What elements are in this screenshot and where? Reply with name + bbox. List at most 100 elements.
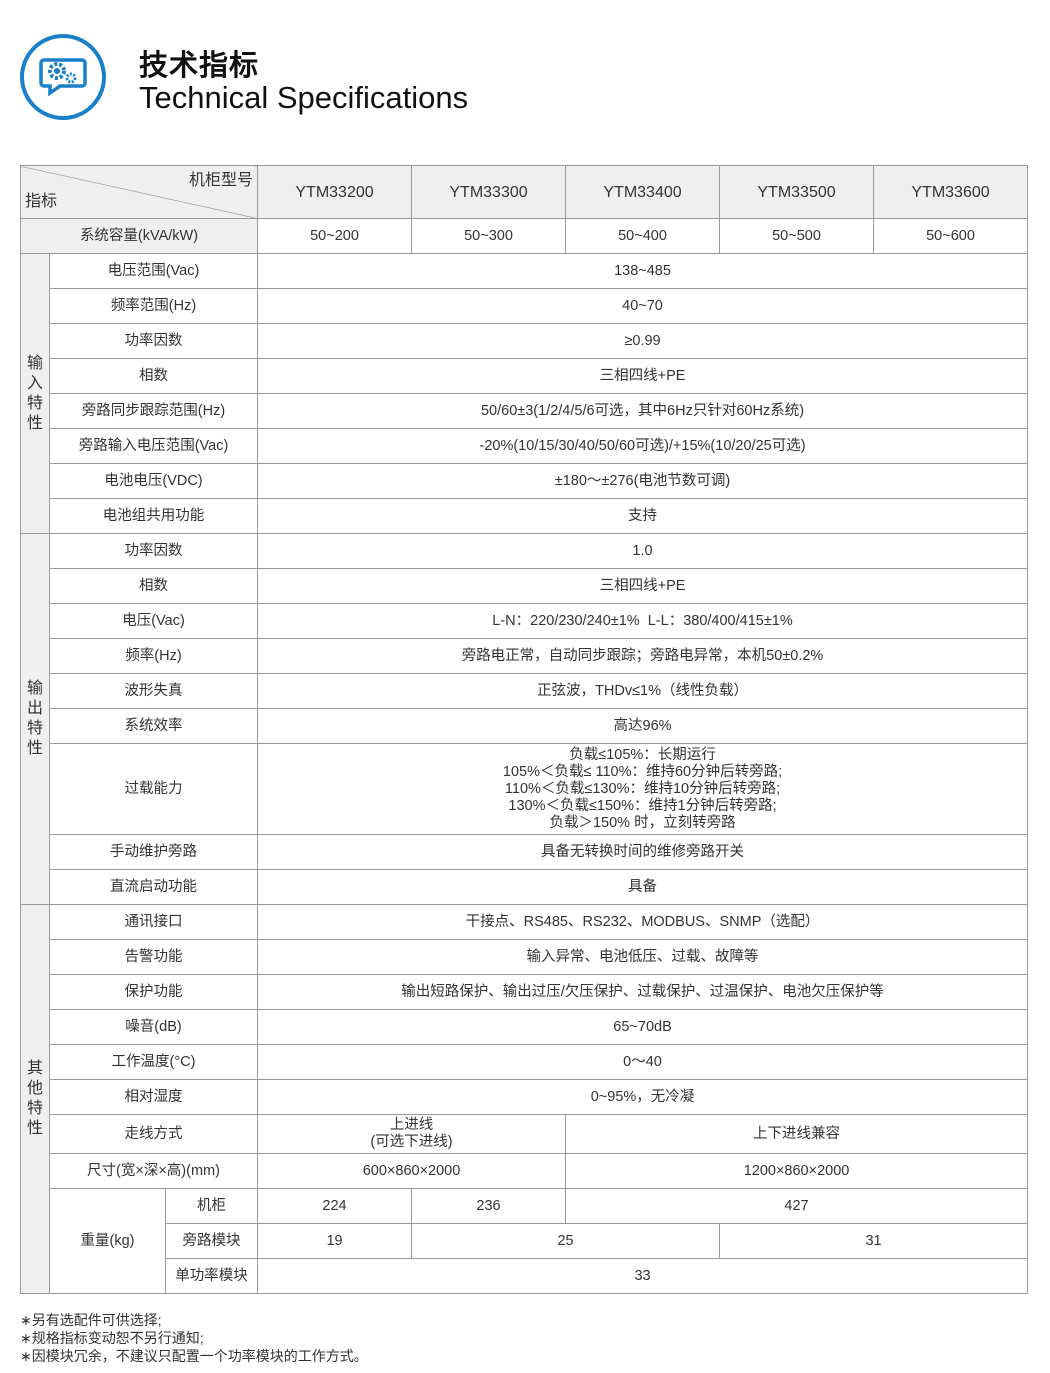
row-label: 通讯接口 <box>48 904 259 940</box>
table-row: 旁路模块 19 25 31 <box>21 1223 1029 1259</box>
gears-chat-icon <box>20 34 106 120</box>
overload-line: 130%＜负载≤150%：维持1分钟后转旁路; <box>508 797 777 814</box>
table-row: 直流启动功能 具备 <box>21 869 1029 905</box>
page-title-cn: 技术指标 <box>139 50 260 82</box>
cell-value: 40~70 <box>257 288 1029 324</box>
row-label: 功率因数 <box>48 533 259 569</box>
row-label: 保护功能 <box>48 974 259 1010</box>
table-row: 频率(Hz) 旁路电正常，自动同步跟踪；旁路电异常，本机50±0.2% <box>21 638 1029 674</box>
row-label: 频率范围(Hz) <box>48 288 259 324</box>
cell-value: 具备无转换时间的维修旁路开关 <box>257 834 1029 870</box>
table-row: 旁路输入电压范围(Vac) -20%(10/15/30/40/50/60可选)/+… <box>21 428 1029 464</box>
row-label: 相数 <box>48 358 259 394</box>
cell-value: 50~600 <box>873 218 1029 254</box>
cell-value: ±180～±276(电池节数可调) <box>257 463 1029 499</box>
row-label: 重量(kg) <box>49 1188 166 1294</box>
row-label: 功率因数 <box>48 323 259 359</box>
cell-value: 1200×860×2000 <box>565 1153 1029 1189</box>
overload-line: 105%＜负载≤ 110%：维持60分钟后转旁路; <box>502 763 783 780</box>
table-row: 工作温度(°C) 0～40 <box>21 1044 1029 1080</box>
cell-value: 1.0 <box>257 533 1029 569</box>
group-label-output: 输出特性 <box>20 533 50 905</box>
table-row: 电池组共用功能 支持 <box>21 498 1029 534</box>
cell-value: 50~500 <box>719 218 875 254</box>
table-row: 频率范围(Hz) 40~70 <box>21 288 1029 324</box>
cell-value: 输入异常、电池低压、过载、故障等 <box>257 939 1029 975</box>
footnote: ∗规格指标变动恕不另行通知; <box>20 1330 204 1346</box>
table-row: 走线方式 上进线 (可选下进线) 上下进线兼容 <box>21 1114 1029 1154</box>
table-row: 相对湿度 0~95%，无冷凝 <box>21 1079 1029 1115</box>
sub-label: 机柜 <box>164 1188 259 1224</box>
header-row: 机柜型号 指标 YTM33200 YTM33300 YTM33400 YTM33… <box>19 165 1029 219</box>
table-row: 保护功能 输出短路保护、输出过压/欠压保护、过载保护、过温保护、电池欠压保护等 <box>21 974 1029 1010</box>
row-label: 相数 <box>48 568 259 604</box>
row-label: 旁路输入电压范围(Vac) <box>48 428 259 464</box>
cell-value: 600×860×2000 <box>257 1153 567 1189</box>
model-header: YTM33300 <box>411 165 567 219</box>
cell-value: 138~485 <box>257 253 1029 289</box>
cell-value: 正弦波，THDv≤1%（线性负载） <box>257 673 1029 709</box>
row-label: 手动维护旁路 <box>48 834 259 870</box>
cell-value: 三相四线+PE <box>257 358 1029 394</box>
cell-value: 旁路电正常，自动同步跟踪；旁路电异常，本机50±0.2% <box>257 638 1029 674</box>
row-label: 过载能力 <box>48 743 259 835</box>
cell-value: 干接点、RS485、RS232、MODBUS、SNMP（选配） <box>257 904 1029 940</box>
spec-table: 机柜型号 指标 YTM33200 YTM33300 YTM33400 YTM33… <box>19 165 1029 1294</box>
cell-value: 33 <box>257 1258 1029 1294</box>
row-label: 电池组共用功能 <box>48 498 259 534</box>
table-row: 相数 三相四线+PE <box>21 358 1029 394</box>
table-row: 系统效率 高达96% <box>21 708 1029 744</box>
row-label: 电池电压(VDC) <box>48 463 259 499</box>
cell-value: ≥0.99 <box>257 323 1029 359</box>
row-label: 系统容量(kVA/kW) <box>19 218 259 254</box>
footnote: ∗因模块冗余，不建议只配置一个功率模块的工作方式。 <box>20 1348 368 1364</box>
table-row: 功率因数 ≥0.99 <box>21 323 1029 359</box>
row-label: 频率(Hz) <box>48 638 259 674</box>
cell-value: 上下进线兼容 <box>565 1114 1029 1154</box>
wiring-line: (可选下进线) <box>370 1134 453 1150</box>
cell-value: 50~200 <box>257 218 413 254</box>
row-label: 告警功能 <box>48 939 259 975</box>
cell-value: 19 <box>257 1223 413 1259</box>
cell-value: 50~300 <box>411 218 567 254</box>
table-row: 尺寸(宽×深×高)(mm) 600×860×2000 1200×860×2000 <box>21 1153 1029 1189</box>
wiring-line: 上进线 <box>389 1117 434 1133</box>
model-header: YTM33400 <box>565 165 721 219</box>
corner-top-label: 机柜型号 <box>189 172 254 189</box>
table-row: 旁路同步跟踪范围(Hz) 50/60±3(1/2/4/5/6可选，其中6Hz只针对… <box>21 393 1029 429</box>
row-label: 波形失真 <box>48 673 259 709</box>
corner-bottom-label: 指标 <box>25 193 58 210</box>
model-header: YTM33200 <box>257 165 413 219</box>
table-row: 手动维护旁路 具备无转换时间的维修旁路开关 <box>21 834 1029 870</box>
cell-value: 0～40 <box>257 1044 1029 1080</box>
overload-line: 110%＜负载≤130%：维持10分钟后转旁路; <box>504 780 781 797</box>
model-header: YTM33500 <box>719 165 875 219</box>
cell-value: L-N：220/230/240±1% L-L：380/400/415±1% <box>257 603 1029 639</box>
table-row: 输出特性 功率因数 1.0 <box>20 533 1029 905</box>
row-label: 直流启动功能 <box>48 869 259 905</box>
cell-value-multiline: 负载≤105%：长期运行 105%＜负载≤ 110%：维持60分钟后转旁路; 1… <box>257 743 1029 835</box>
row-label: 电压范围(Vac) <box>48 253 259 289</box>
footnotes: ∗另有选配件可供选择; ∗规格指标变动恕不另行通知; ∗因模块冗余，不建议只配置… <box>20 1311 368 1365</box>
cell-value: 31 <box>719 1223 1029 1259</box>
cell-value: 224 <box>257 1188 413 1224</box>
table-row: 输入特性 电压范围(Vac) 138~485 <box>20 253 1029 534</box>
table-row: 电压(Vac) L-N：220/230/240±1% L-L：380/400/41… <box>21 603 1029 639</box>
table-row: 过载能力 负载≤105%：长期运行 105%＜负载≤ 110%：维持60分钟后转… <box>21 743 1029 835</box>
row-label: 工作温度(°C) <box>48 1044 259 1080</box>
cell-value: 上进线 (可选下进线) <box>257 1114 567 1154</box>
cell-value: 三相四线+PE <box>257 568 1029 604</box>
footnote: ∗另有选配件可供选择; <box>20 1312 162 1328</box>
table-row: 系统容量(kVA/kW) 50~200 50~300 50~400 50~500… <box>19 218 1029 254</box>
cell-value: 50~400 <box>565 218 721 254</box>
table-row: 单功率模块 33 <box>21 1258 1029 1294</box>
sub-label: 单功率模块 <box>164 1258 259 1294</box>
cell-value: 具备 <box>257 869 1029 905</box>
corner-cell: 机柜型号 指标 <box>19 165 259 219</box>
cell-value: 50/60±3(1/2/4/5/6可选，其中6Hz只针对60Hz系统) <box>257 393 1029 429</box>
cell-value: 65~70dB <box>257 1009 1029 1045</box>
row-label: 旁路同步跟踪范围(Hz) <box>48 393 259 429</box>
row-label: 电压(Vac) <box>48 603 259 639</box>
cell-value: 支持 <box>257 498 1029 534</box>
table-row: 波形失真 正弦波，THDv≤1%（线性负载） <box>21 673 1029 709</box>
